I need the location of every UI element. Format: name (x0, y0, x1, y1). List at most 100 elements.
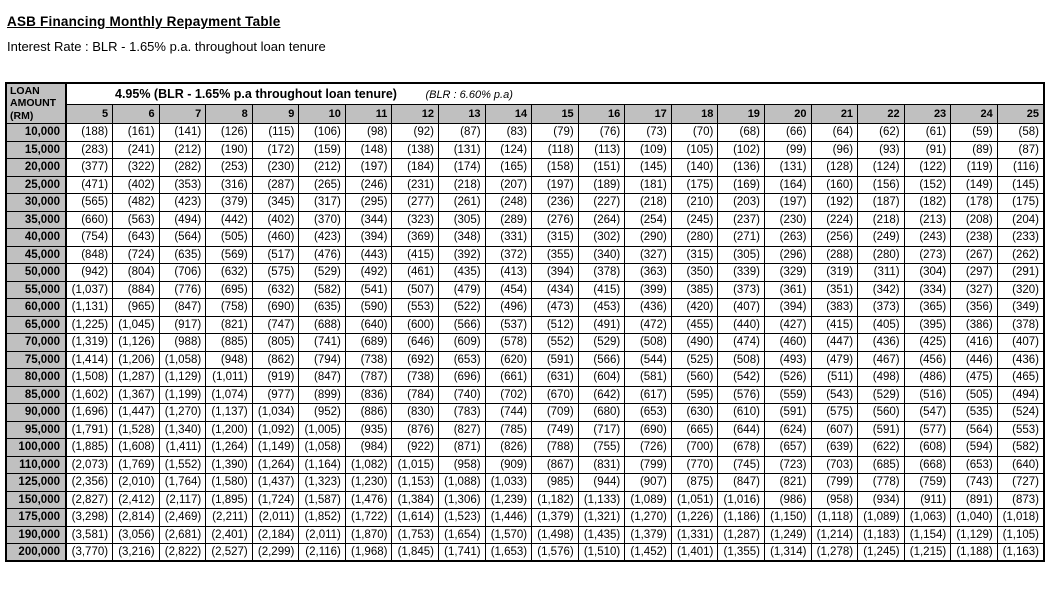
repayment-cell: (1,401) (670, 543, 719, 562)
repayment-cell: (1,033) (484, 473, 533, 492)
repayment-tbody: 10,000 (188) (161) (141) (126) (115) (106) (98)… (5, 123, 1045, 562)
repayment-cell: (787) (344, 368, 393, 387)
tenure-year-header: 8 (205, 104, 253, 125)
loan-amount-cell: 10,000 (5, 123, 67, 142)
repayment-cell: (416) (950, 333, 998, 352)
repayment-cell: (508) (717, 350, 765, 370)
repayment-cell: (350) (670, 263, 719, 282)
repayment-cell: (290) (624, 228, 672, 247)
repayment-cell: (862) (251, 350, 300, 370)
repayment-cell: (491) (577, 315, 626, 335)
rate-header-cell: 4.95% (BLR - 1.65% p.a throughout loan t… (65, 82, 1045, 106)
repayment-cell: (423) (298, 228, 346, 247)
table-row: 150,000 (2,827) (2,412) (2,117) (1,895) (1,72… (5, 490, 1045, 510)
tenure-year-header: 6 (112, 104, 160, 125)
repayment-cell: (265) (298, 175, 346, 195)
repayment-cell: (423) (158, 193, 207, 212)
repayment-cell: (643) (112, 228, 160, 247)
repayment-cell: (984) (344, 438, 393, 457)
repayment-cell: (745) (717, 455, 765, 475)
repayment-cell: (115) (251, 123, 300, 142)
repayment-cell: (68) (717, 123, 765, 142)
repayment-cell: (653) (624, 403, 672, 422)
repayment-cell: (66) (763, 123, 812, 142)
repayment-cell: (344) (344, 210, 393, 230)
repayment-cell: (631) (531, 368, 579, 387)
repayment-cell: (749) (531, 420, 579, 440)
repayment-cell: (1,089) (624, 490, 672, 510)
repayment-cell: (1,118) (810, 508, 859, 527)
tenure-header-row: 5 6 7 8 9 10 11 12 13 14 15 16 17 18 19 20 21 22 23 24 25 (6, 104, 1045, 125)
repayment-cell: (644) (717, 420, 765, 440)
repayment-cell: (1,045) (112, 315, 160, 335)
repayment-cell: (353) (158, 175, 207, 195)
repayment-cell: (1,105) (996, 525, 1045, 545)
table-row: 175,000 (3,298) (2,814) (2,469) (2,211) (2,01… (5, 508, 1045, 527)
repayment-cell: (560) (857, 403, 905, 422)
repayment-cell: (560) (670, 368, 719, 387)
repayment-cell: (467) (857, 350, 905, 370)
repayment-cell: (197) (344, 158, 393, 177)
repayment-cell: (1,051) (670, 490, 719, 510)
repayment-cell: (261) (438, 193, 486, 212)
repayment-cell: (1,587) (298, 490, 346, 510)
repayment-cell: (578) (484, 333, 533, 352)
repayment-cell: (942) (65, 263, 114, 282)
table-row: 30,000 (565) (482) (423) (379) (345) (317) (295… (5, 193, 1045, 212)
repayment-cell: (329) (763, 263, 812, 282)
repayment-cell: (105) (670, 140, 719, 160)
loan-amount-cell: 60,000 (5, 298, 67, 317)
repayment-cell: (934) (857, 490, 905, 510)
repayment-cell: (653) (950, 455, 998, 475)
repayment-cell: (302) (577, 228, 626, 247)
repayment-cell: (182) (903, 193, 952, 212)
tenure-year-header: 19 (717, 104, 765, 125)
repayment-cell: (61) (903, 123, 952, 142)
repayment-cell: (1,226) (670, 508, 719, 527)
repayment-cell: (529) (857, 385, 905, 405)
repayment-cell: (1,653) (484, 543, 533, 562)
repayment-cell: (1,379) (531, 508, 579, 527)
repayment-cell: (848) (65, 245, 114, 265)
repayment-cell: (563) (112, 210, 160, 230)
repayment-cell: (373) (717, 280, 765, 300)
repayment-table-container: LOAN AMOUNT (RM) 4.95% (BLR - 1.65% p.a … (5, 82, 1045, 563)
loan-amount-cell: 55,000 (5, 280, 67, 300)
repayment-cell: (690) (251, 298, 300, 317)
repayment-cell: (420) (670, 298, 719, 317)
repayment-cell: (1,082) (344, 455, 393, 475)
tenure-year-header: 20 (763, 104, 812, 125)
table-row: 40,000 (754) (643) (564) (505) (460) (423) (394… (5, 228, 1045, 247)
repayment-cell: (977) (251, 385, 300, 405)
repayment-cell: (304) (903, 263, 952, 282)
repayment-cell: (369) (391, 228, 439, 247)
repayment-cell: (1,206) (112, 350, 160, 370)
repayment-cell: (164) (763, 175, 812, 195)
repayment-cell: (2,184) (251, 525, 300, 545)
tenure-year-header: 10 (298, 104, 346, 125)
repayment-cell: (680) (577, 403, 626, 422)
repayment-cell: (174) (438, 158, 486, 177)
repayment-cell: (87) (996, 140, 1045, 160)
repayment-cell: (630) (670, 403, 719, 422)
repayment-cell: (1,270) (158, 403, 207, 422)
repayment-cell: (178) (950, 193, 998, 212)
repayment-cell: (295) (344, 193, 393, 212)
repayment-cell: (102) (717, 140, 765, 160)
repayment-cell: (454) (484, 280, 533, 300)
repayment-cell: (620) (484, 350, 533, 370)
repayment-cell: (365) (903, 298, 952, 317)
loan-amount-cell: 80,000 (5, 368, 67, 387)
repayment-cell: (591) (763, 403, 812, 422)
repayment-cell: (402) (251, 210, 300, 230)
repayment-cell: (116) (996, 158, 1045, 177)
repayment-cell: (1,580) (205, 473, 253, 492)
repayment-cell: (873) (996, 490, 1045, 510)
repayment-cell: (159) (298, 140, 346, 160)
repayment-cell: (575) (810, 403, 859, 422)
repayment-cell: (727) (996, 473, 1045, 492)
repayment-cell: (118) (531, 140, 579, 160)
tenure-year-header: 14 (484, 104, 533, 125)
repayment-cell: (907) (624, 473, 672, 492)
repayment-cell: (1,791) (65, 420, 114, 440)
